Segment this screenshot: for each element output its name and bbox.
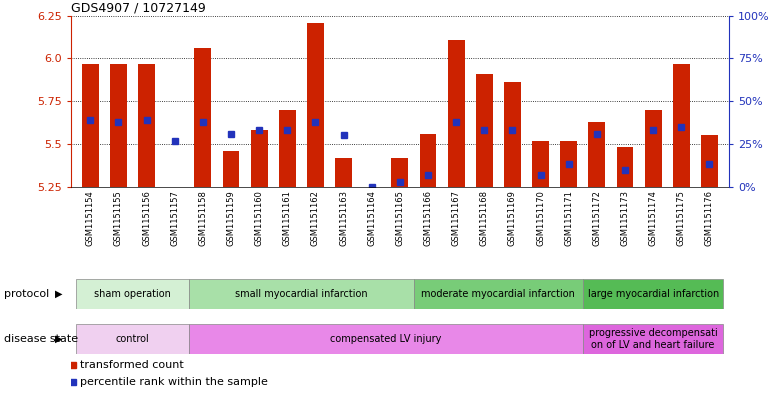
Text: ▶: ▶	[55, 289, 63, 299]
Bar	[279, 110, 296, 187]
Text: GSM1151159: GSM1151159	[227, 190, 235, 246]
Bar	[701, 135, 718, 187]
Text: GSM1151173: GSM1151173	[620, 190, 630, 246]
Text: GSM1151163: GSM1151163	[339, 190, 348, 246]
Bar	[583, 279, 724, 309]
Text: GDS4907 / 10727149: GDS4907 / 10727149	[71, 2, 205, 15]
Text: protocol: protocol	[4, 289, 49, 299]
Bar	[476, 74, 492, 187]
Bar	[414, 279, 583, 309]
Text: GSM1151174: GSM1151174	[648, 190, 658, 246]
Bar	[189, 279, 414, 309]
Text: GSM1151157: GSM1151157	[170, 190, 180, 246]
Bar	[82, 64, 99, 187]
Text: progressive decompensati
on of LV and heart failure: progressive decompensati on of LV and he…	[589, 328, 717, 350]
Text: GSM1151165: GSM1151165	[395, 190, 405, 246]
Text: moderate myocardial infarction: moderate myocardial infarction	[422, 289, 575, 299]
Text: disease state: disease state	[4, 334, 78, 344]
Bar	[673, 64, 690, 187]
Text: small myocardial infarction: small myocardial infarction	[235, 289, 368, 299]
Bar	[583, 324, 724, 354]
Text: GSM1151162: GSM1151162	[311, 190, 320, 246]
Text: GSM1151175: GSM1151175	[677, 190, 686, 246]
Text: control: control	[115, 334, 149, 344]
Text: GSM1151155: GSM1151155	[114, 190, 123, 246]
Bar	[616, 147, 633, 187]
Text: GSM1151167: GSM1151167	[452, 190, 461, 246]
Text: GSM1151156: GSM1151156	[142, 190, 151, 246]
Text: GSM1151164: GSM1151164	[367, 190, 376, 246]
Bar	[138, 64, 155, 187]
Text: sham operation: sham operation	[94, 289, 171, 299]
Text: GSM1151154: GSM1151154	[85, 190, 95, 246]
Bar	[532, 141, 549, 187]
Text: ▶: ▶	[55, 334, 63, 344]
Text: GSM1151168: GSM1151168	[480, 190, 488, 246]
Bar	[76, 279, 189, 309]
Text: GSM1151158: GSM1151158	[198, 190, 207, 246]
Bar	[335, 158, 352, 187]
Bar	[391, 158, 408, 187]
Text: GSM1151161: GSM1151161	[283, 190, 292, 246]
Bar	[644, 110, 662, 187]
Bar	[561, 141, 577, 187]
Bar	[589, 122, 605, 187]
Bar	[251, 130, 267, 187]
Text: GSM1151170: GSM1151170	[536, 190, 545, 246]
Bar	[448, 40, 465, 187]
Bar	[504, 83, 521, 187]
Bar	[419, 134, 437, 187]
Text: large myocardial infarction: large myocardial infarction	[587, 289, 719, 299]
Bar	[110, 64, 127, 187]
Text: transformed count: transformed count	[80, 360, 184, 370]
Text: GSM1151169: GSM1151169	[508, 190, 517, 246]
Bar	[307, 22, 324, 187]
Text: compensated LV injury: compensated LV injury	[330, 334, 441, 344]
Text: GSM1151166: GSM1151166	[423, 190, 433, 246]
Text: GSM1151160: GSM1151160	[255, 190, 263, 246]
Text: GSM1151171: GSM1151171	[564, 190, 573, 246]
Bar	[223, 151, 239, 187]
Text: GSM1151176: GSM1151176	[705, 190, 714, 246]
Bar	[76, 324, 189, 354]
Text: GSM1151172: GSM1151172	[593, 190, 601, 246]
Text: percentile rank within the sample: percentile rank within the sample	[80, 377, 268, 387]
Bar	[189, 324, 583, 354]
Bar	[194, 48, 211, 187]
